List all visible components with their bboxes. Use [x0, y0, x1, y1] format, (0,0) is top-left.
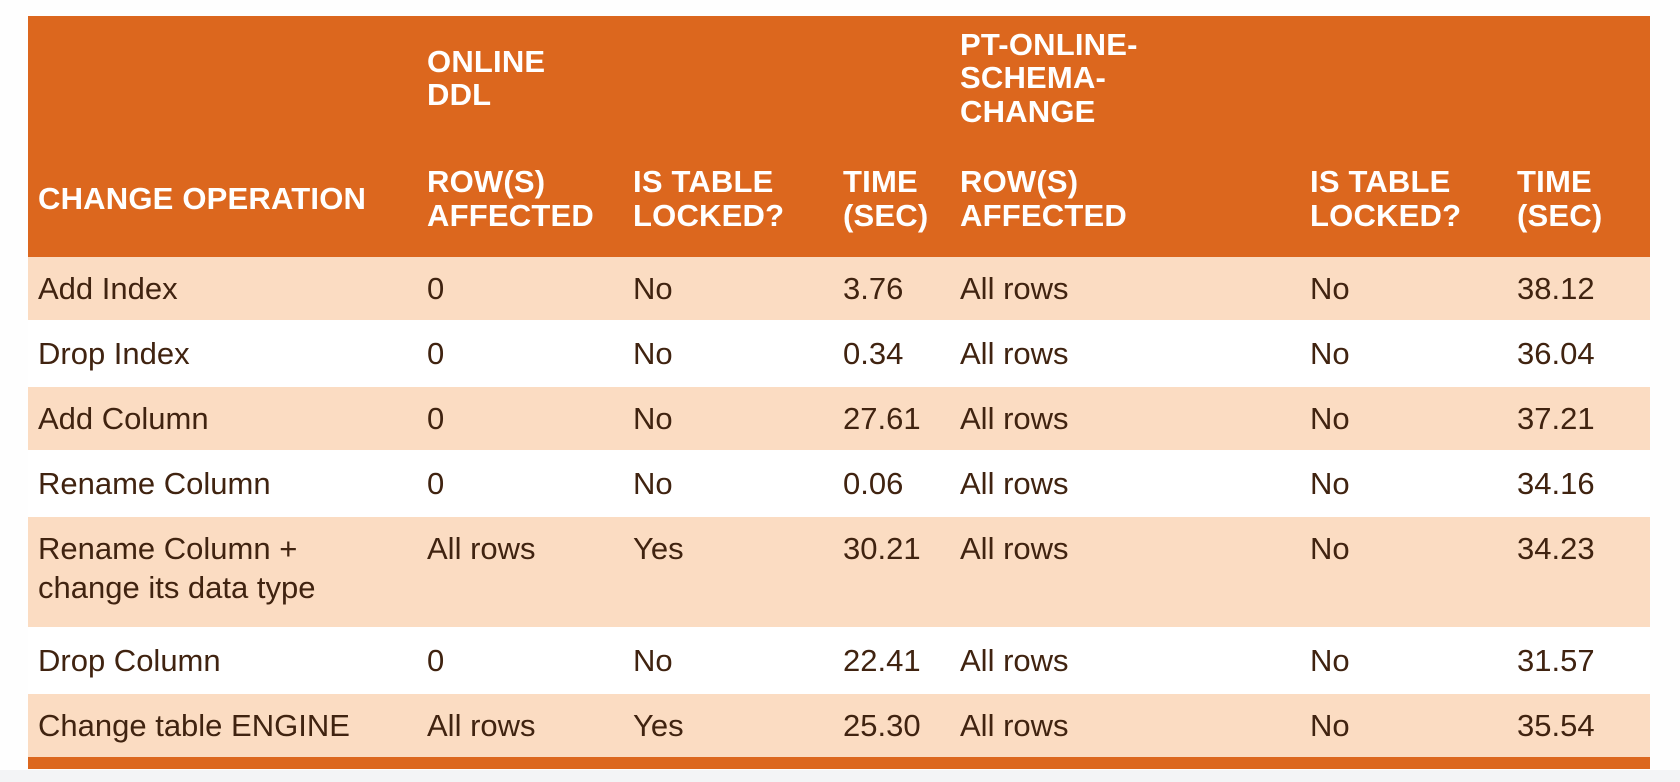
- group-header-pt-online-schema-change: PT-ONLINE- SCHEMA- CHANGE: [950, 16, 1650, 140]
- value-cell: No: [623, 320, 833, 387]
- value-cell: Yes: [623, 692, 833, 758]
- value-cell: 27.61: [833, 385, 950, 452]
- value-cell: All rows: [417, 515, 623, 629]
- table-row-add-column: Add Column 0 No 27.61 All rows No 37.21: [28, 385, 1650, 452]
- table-row-rename-column-change-type: Rename Column + change its data type All…: [28, 515, 1650, 629]
- operation-cell: Drop Index: [28, 320, 417, 387]
- table-row-drop-index: Drop Index 0 No 0.34 All rows No 36.04: [28, 320, 1650, 387]
- column-header-change-operation: CHANGE OPERATION: [28, 140, 417, 257]
- group-header-row: ONLINE DDL PT-ONLINE- SCHEMA- CHANGE: [28, 16, 1650, 140]
- value-cell: 3.76: [843, 271, 904, 306]
- value-cell: No: [1300, 385, 1507, 452]
- column-header-rows-affected-ddl: ROW(S) AFFECTED: [417, 140, 623, 257]
- value-cell: All rows: [950, 450, 1300, 517]
- value-cell: All rows: [950, 692, 1300, 758]
- value-cell: No: [1300, 450, 1507, 517]
- value-cell: All rows: [950, 320, 1300, 387]
- value-cell: 36.04: [1507, 320, 1650, 387]
- group-header-empty: [28, 16, 417, 140]
- table-row-rename-column: Rename Column 0 No 0.06 All rows No 34.1…: [28, 450, 1650, 517]
- operation-cell: Change table ENGINE: [28, 692, 417, 758]
- value-cell: No: [1310, 271, 1350, 306]
- value-cell: 0: [417, 385, 623, 452]
- value-cell: No: [623, 385, 833, 452]
- value-cell: 38.12: [1517, 271, 1595, 306]
- column-header-row: CHANGE OPERATION ROW(S) AFFECTED IS TABL…: [28, 140, 1650, 257]
- value-cell: 35.54: [1507, 692, 1650, 758]
- value-cell: No: [1300, 320, 1507, 387]
- table-row-add-index: Add Index 0 No 3.76 All rows No 38.12: [28, 257, 1650, 322]
- comparison-table-container: ONLINE DDL PT-ONLINE- SCHEMA- CHANGE CHA…: [28, 16, 1650, 770]
- value-cell: 22.41: [833, 627, 950, 694]
- value-cell: No: [1300, 692, 1507, 758]
- value-cell: All rows: [950, 515, 1300, 629]
- operation-cell: Drop Column: [28, 627, 417, 694]
- table-row-drop-column: Drop Column 0 No 22.41 All rows No 31.57: [28, 627, 1650, 694]
- column-header-time-sec-ddl: TIME (SEC): [833, 140, 950, 257]
- value-cell: 0: [417, 450, 623, 517]
- value-cell: 34.23: [1507, 515, 1650, 629]
- value-cell: 0.34: [833, 320, 950, 387]
- column-header-is-table-locked-pt: IS TABLE LOCKED?: [1300, 140, 1507, 257]
- value-cell: All rows: [950, 627, 1300, 694]
- value-cell: 0: [417, 320, 623, 387]
- page-bottom-strip: [0, 770, 1680, 782]
- value-cell: 0.06: [833, 450, 950, 517]
- value-cell: No: [1300, 515, 1507, 629]
- operation-cell: Rename Column: [28, 450, 417, 517]
- column-header-rows-affected-pt: ROW(S) AFFECTED: [950, 140, 1300, 257]
- value-cell: Yes: [623, 515, 833, 629]
- table-footer-bar: [28, 757, 1650, 770]
- value-cell: 37.21: [1507, 385, 1650, 452]
- group-header-online-ddl: ONLINE DDL: [417, 16, 950, 140]
- value-cell: 0: [427, 271, 445, 306]
- value-cell: 0: [417, 627, 623, 694]
- value-cell: 31.57: [1507, 627, 1650, 694]
- value-cell: All rows: [417, 692, 623, 758]
- operation-cell: Add Column: [28, 385, 417, 452]
- value-cell: All rows: [950, 385, 1300, 452]
- table-row-change-table-engine: Change table ENGINE All rows Yes 25.30 A…: [28, 692, 1650, 758]
- value-cell: No: [633, 271, 673, 306]
- value-cell: 25.30: [833, 692, 950, 758]
- ddl-comparison-table: ONLINE DDL PT-ONLINE- SCHEMA- CHANGE CHA…: [28, 16, 1650, 758]
- value-cell: All rows: [960, 271, 1069, 306]
- value-cell: No: [623, 450, 833, 517]
- value-cell: No: [623, 627, 833, 694]
- value-cell: 30.21: [833, 515, 950, 629]
- column-header-time-sec-pt: TIME (SEC): [1507, 140, 1650, 257]
- value-cell: 34.16: [1507, 450, 1650, 517]
- value-cell: No: [1300, 627, 1507, 694]
- operation-cell: Add Index: [38, 271, 178, 306]
- operation-cell: Rename Column + change its data type: [28, 515, 417, 629]
- column-header-is-table-locked-ddl: IS TABLE LOCKED?: [623, 140, 833, 257]
